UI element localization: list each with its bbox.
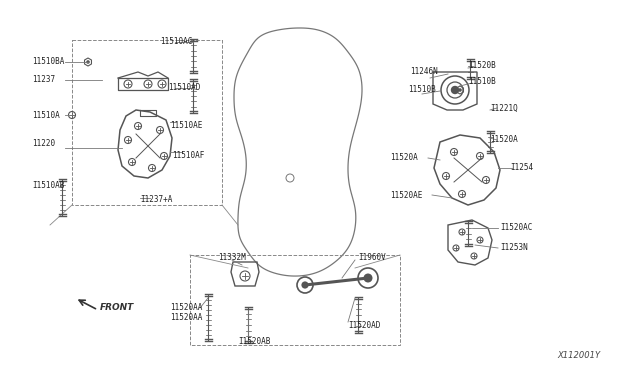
Text: 11237: 11237 xyxy=(32,76,55,84)
Text: I1960V: I1960V xyxy=(358,253,386,263)
Text: I1520AD: I1520AD xyxy=(348,321,380,330)
Circle shape xyxy=(86,60,90,64)
Text: 11220: 11220 xyxy=(32,138,55,148)
Circle shape xyxy=(364,273,372,282)
Text: FRONT: FRONT xyxy=(100,304,134,312)
Text: 11510BA: 11510BA xyxy=(32,58,65,67)
Circle shape xyxy=(301,281,308,289)
Text: I1253N: I1253N xyxy=(500,244,528,253)
Text: 11520AA: 11520AA xyxy=(170,304,202,312)
Circle shape xyxy=(458,88,462,92)
Text: I1520AB: I1520AB xyxy=(238,337,270,346)
Text: I1254: I1254 xyxy=(510,164,533,173)
Text: 11520A: 11520A xyxy=(490,135,518,144)
Text: 11510AD: 11510AD xyxy=(168,83,200,93)
Text: 11510AF: 11510AF xyxy=(172,151,204,160)
Text: X112001Y: X112001Y xyxy=(557,351,600,360)
Text: 11246N: 11246N xyxy=(410,67,438,77)
Text: 11510B: 11510B xyxy=(408,86,436,94)
Text: 11510AC: 11510AC xyxy=(160,38,193,46)
Circle shape xyxy=(451,87,458,93)
Text: I1520AC: I1520AC xyxy=(500,224,532,232)
Text: 11510B: 11510B xyxy=(468,77,496,87)
Text: I1237+A: I1237+A xyxy=(140,196,172,205)
Bar xyxy=(190,255,400,345)
Text: 11520AA: 11520AA xyxy=(170,314,202,323)
Text: I1510AB: I1510AB xyxy=(32,180,65,189)
Text: 11332M: 11332M xyxy=(218,253,246,263)
Text: 11520B: 11520B xyxy=(468,61,496,70)
Text: 11510A: 11510A xyxy=(32,110,60,119)
Bar xyxy=(72,40,222,205)
Text: 11520AE: 11520AE xyxy=(390,190,422,199)
Text: 11510AE: 11510AE xyxy=(170,121,202,129)
Text: 11520A: 11520A xyxy=(390,154,418,163)
Text: I1221Q: I1221Q xyxy=(490,103,518,112)
